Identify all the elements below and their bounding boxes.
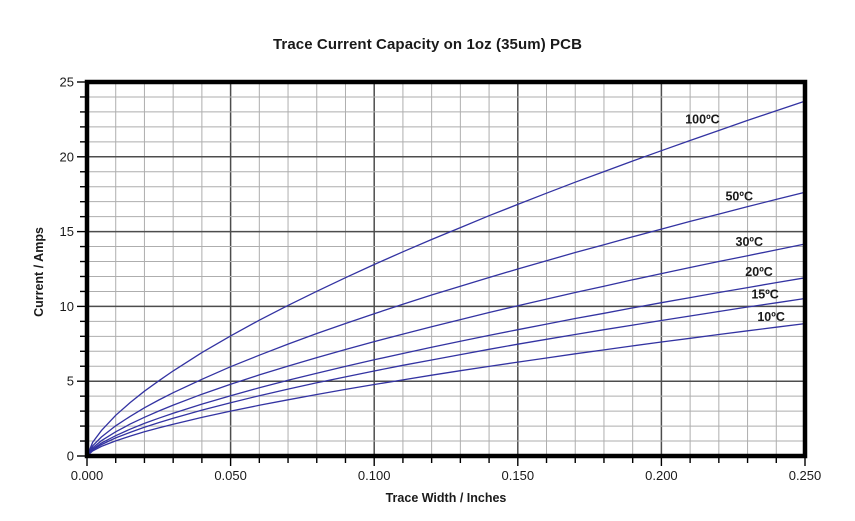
frame-layer: [84, 79, 808, 459]
x-tick-label: 0.050: [214, 468, 247, 483]
curve-label-30c: 30ºC: [736, 235, 764, 249]
plot-frame: [84, 79, 808, 459]
curve-100c: [86, 100, 806, 457]
curve-30c: [86, 243, 806, 457]
y-tick-label: 5: [67, 374, 74, 389]
x-axis-title: Trace Width / Inches: [385, 491, 507, 505]
curve-10c: [86, 322, 806, 457]
curve-15c: [86, 297, 806, 457]
curve-label-15c: 15ºC: [751, 288, 779, 302]
curve-20c: [86, 277, 806, 457]
curve-label-10c: 10ºC: [757, 310, 785, 324]
chart-title: Trace Current Capacity on 1oz (35um) PCB: [272, 36, 583, 53]
curve-label-20c: 20ºC: [745, 265, 773, 279]
curve-50c: [86, 191, 806, 457]
ticks-layer: [77, 81, 806, 466]
x-tick-label: 0.250: [789, 468, 822, 483]
curves-layer: [86, 100, 806, 457]
x-tick-label: 0.200: [645, 468, 678, 483]
y-tick-label: 10: [60, 299, 74, 314]
x-tick-label: 0.100: [358, 468, 391, 483]
grid-layer: [87, 82, 805, 456]
x-tick-label: 0.150: [502, 468, 535, 483]
y-tick-label: 0: [67, 449, 74, 464]
curve-label-100c: 100ºC: [685, 112, 719, 126]
x-tick-label: 0.000: [71, 468, 104, 483]
curve-label-50c: 50ºC: [725, 189, 753, 203]
y-axis-title: Current / Amps: [32, 227, 46, 317]
y-tick-label: 20: [60, 149, 74, 164]
y-tick-label: 25: [60, 75, 74, 90]
labels-layer: 0.000 0.050 0.100 0.150 0.200 0.250 0 5 10 15 20 25…: [60, 75, 822, 484]
y-tick-label: 15: [60, 224, 74, 239]
